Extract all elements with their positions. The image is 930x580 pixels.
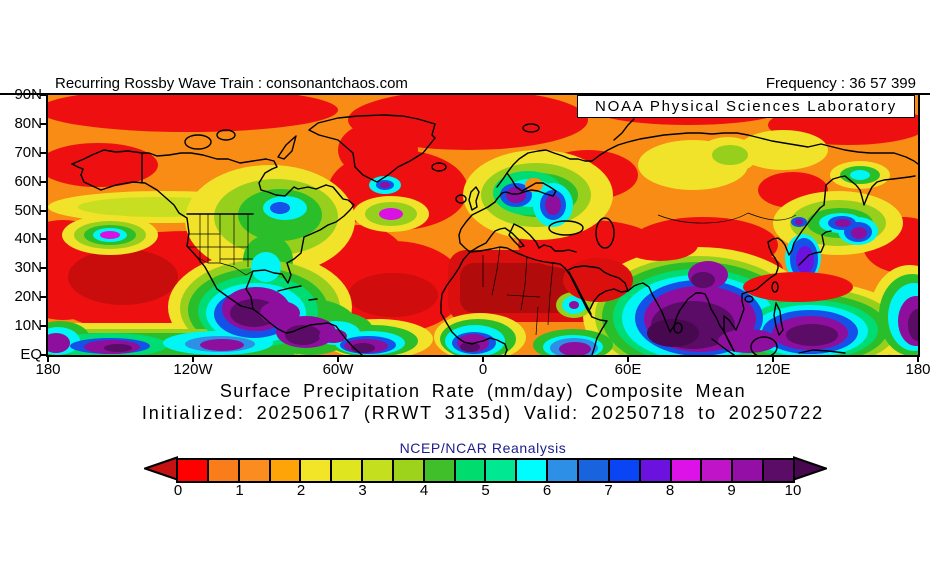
x-axis-label-180-0: 180 (35, 361, 61, 378)
colorbar-cell-0 (178, 460, 209, 481)
colorbar-cell-14 (609, 460, 641, 481)
colorbar-cell-4 (301, 460, 333, 481)
colorbar-tick-1: 1 (235, 482, 244, 499)
map-frame (46, 93, 920, 357)
x-axis-label-0-3: 0 (478, 361, 488, 378)
y-axis-label-80N: 80N (14, 114, 42, 132)
reanalysis-source-label: NCEP/NCAR Reanalysis (399, 440, 567, 456)
plot-title: Surface Precipitation Rate (mm/day) Comp… (219, 381, 747, 401)
colorbar-cell-6 (363, 460, 394, 481)
y-axis-label-50N: 50N (14, 201, 42, 219)
noaa-psl-label: NOAA Physical Sciences Laboratory (577, 95, 915, 118)
colorbar-tick-10: 10 (784, 482, 802, 499)
colorbar-cell-15 (640, 460, 672, 481)
y-axis-tick (40, 151, 47, 154)
x-axis-label-60E-4: 60E (614, 361, 642, 378)
colorbar-cell-7 (393, 460, 425, 481)
y-axis-tick (40, 296, 47, 299)
x-axis-tick (47, 356, 49, 362)
colorbar-tick-9: 9 (727, 482, 736, 499)
y-axis-tick (40, 209, 47, 212)
y-axis-label-40N: 40N (14, 230, 42, 248)
colorbar-tick-7: 7 (604, 482, 613, 499)
colorbar-cell-2 (239, 460, 271, 481)
x-axis-tick (482, 356, 484, 362)
header-frequency-text: Frequency : 36 57 399 (765, 75, 916, 92)
colorbar (176, 458, 795, 483)
y-axis-label-EQ: EQ (20, 346, 42, 363)
colorbar-cell-8 (424, 460, 456, 481)
y-axis-tick (40, 354, 47, 356)
plot-subtitle: Initialized: 20250617 (RRWT 3135d) Valid… (141, 403, 825, 423)
y-axis-label-10N: 10N (14, 317, 42, 335)
colorbar-right-arrow (793, 456, 827, 481)
y-axis-tick (40, 325, 47, 328)
colorbar-cell-13 (578, 460, 610, 481)
header-left-text: Recurring Rossby Wave Train : consonantc… (55, 75, 408, 92)
colorbar-cell-1 (208, 460, 240, 481)
x-axis-label-180-6: 180 (905, 361, 930, 378)
y-axis-tick (40, 267, 47, 270)
colorbar-cell-3 (270, 460, 302, 481)
precipitation-map-svg (48, 95, 918, 355)
colorbar-tick-8: 8 (665, 482, 675, 499)
y-axis-tick (40, 94, 47, 96)
colorbar-tick-6: 6 (542, 482, 552, 499)
x-axis-tick (917, 356, 919, 362)
y-axis-tick (40, 122, 47, 125)
colorbar-tick-4: 4 (419, 482, 429, 499)
y-axis-label-20N: 20N (14, 288, 42, 306)
x-axis-tick (772, 356, 774, 362)
colorbar-tick-3: 3 (358, 482, 367, 499)
y-axis-tick (40, 180, 47, 183)
y-axis-label-70N: 70N (14, 143, 42, 161)
colorbar-cell-19 (764, 460, 793, 481)
colorbar-tick-5: 5 (481, 482, 490, 499)
y-axis-label-30N: 30N (14, 259, 42, 277)
x-axis-tick (337, 356, 339, 362)
colorbar-cell-5 (332, 460, 364, 481)
x-axis-tick (192, 356, 194, 362)
x-axis-label-120E-5: 120E (755, 361, 791, 378)
x-axis-label-60W-2: 60W (322, 361, 354, 378)
colorbar-left-arrow (144, 456, 178, 481)
colorbar-cell-11 (517, 460, 549, 481)
y-axis-tick (40, 238, 47, 241)
y-axis-label-60N: 60N (14, 172, 42, 190)
colorbar-cell-10 (486, 460, 518, 481)
x-axis-tick (627, 356, 629, 362)
colorbar-cell-9 (455, 460, 487, 481)
colorbar-cell-12 (548, 460, 579, 481)
colorbar-tick-2: 2 (296, 482, 306, 499)
colorbar-cell-18 (733, 460, 765, 481)
colorbar-cell-17 (702, 460, 734, 481)
colorbar-cell-16 (671, 460, 703, 481)
colorbar-tick-0: 0 (173, 482, 183, 499)
y-axis-label-90N: 90N (14, 86, 42, 103)
x-axis-label-120W-1: 120W (173, 361, 213, 378)
